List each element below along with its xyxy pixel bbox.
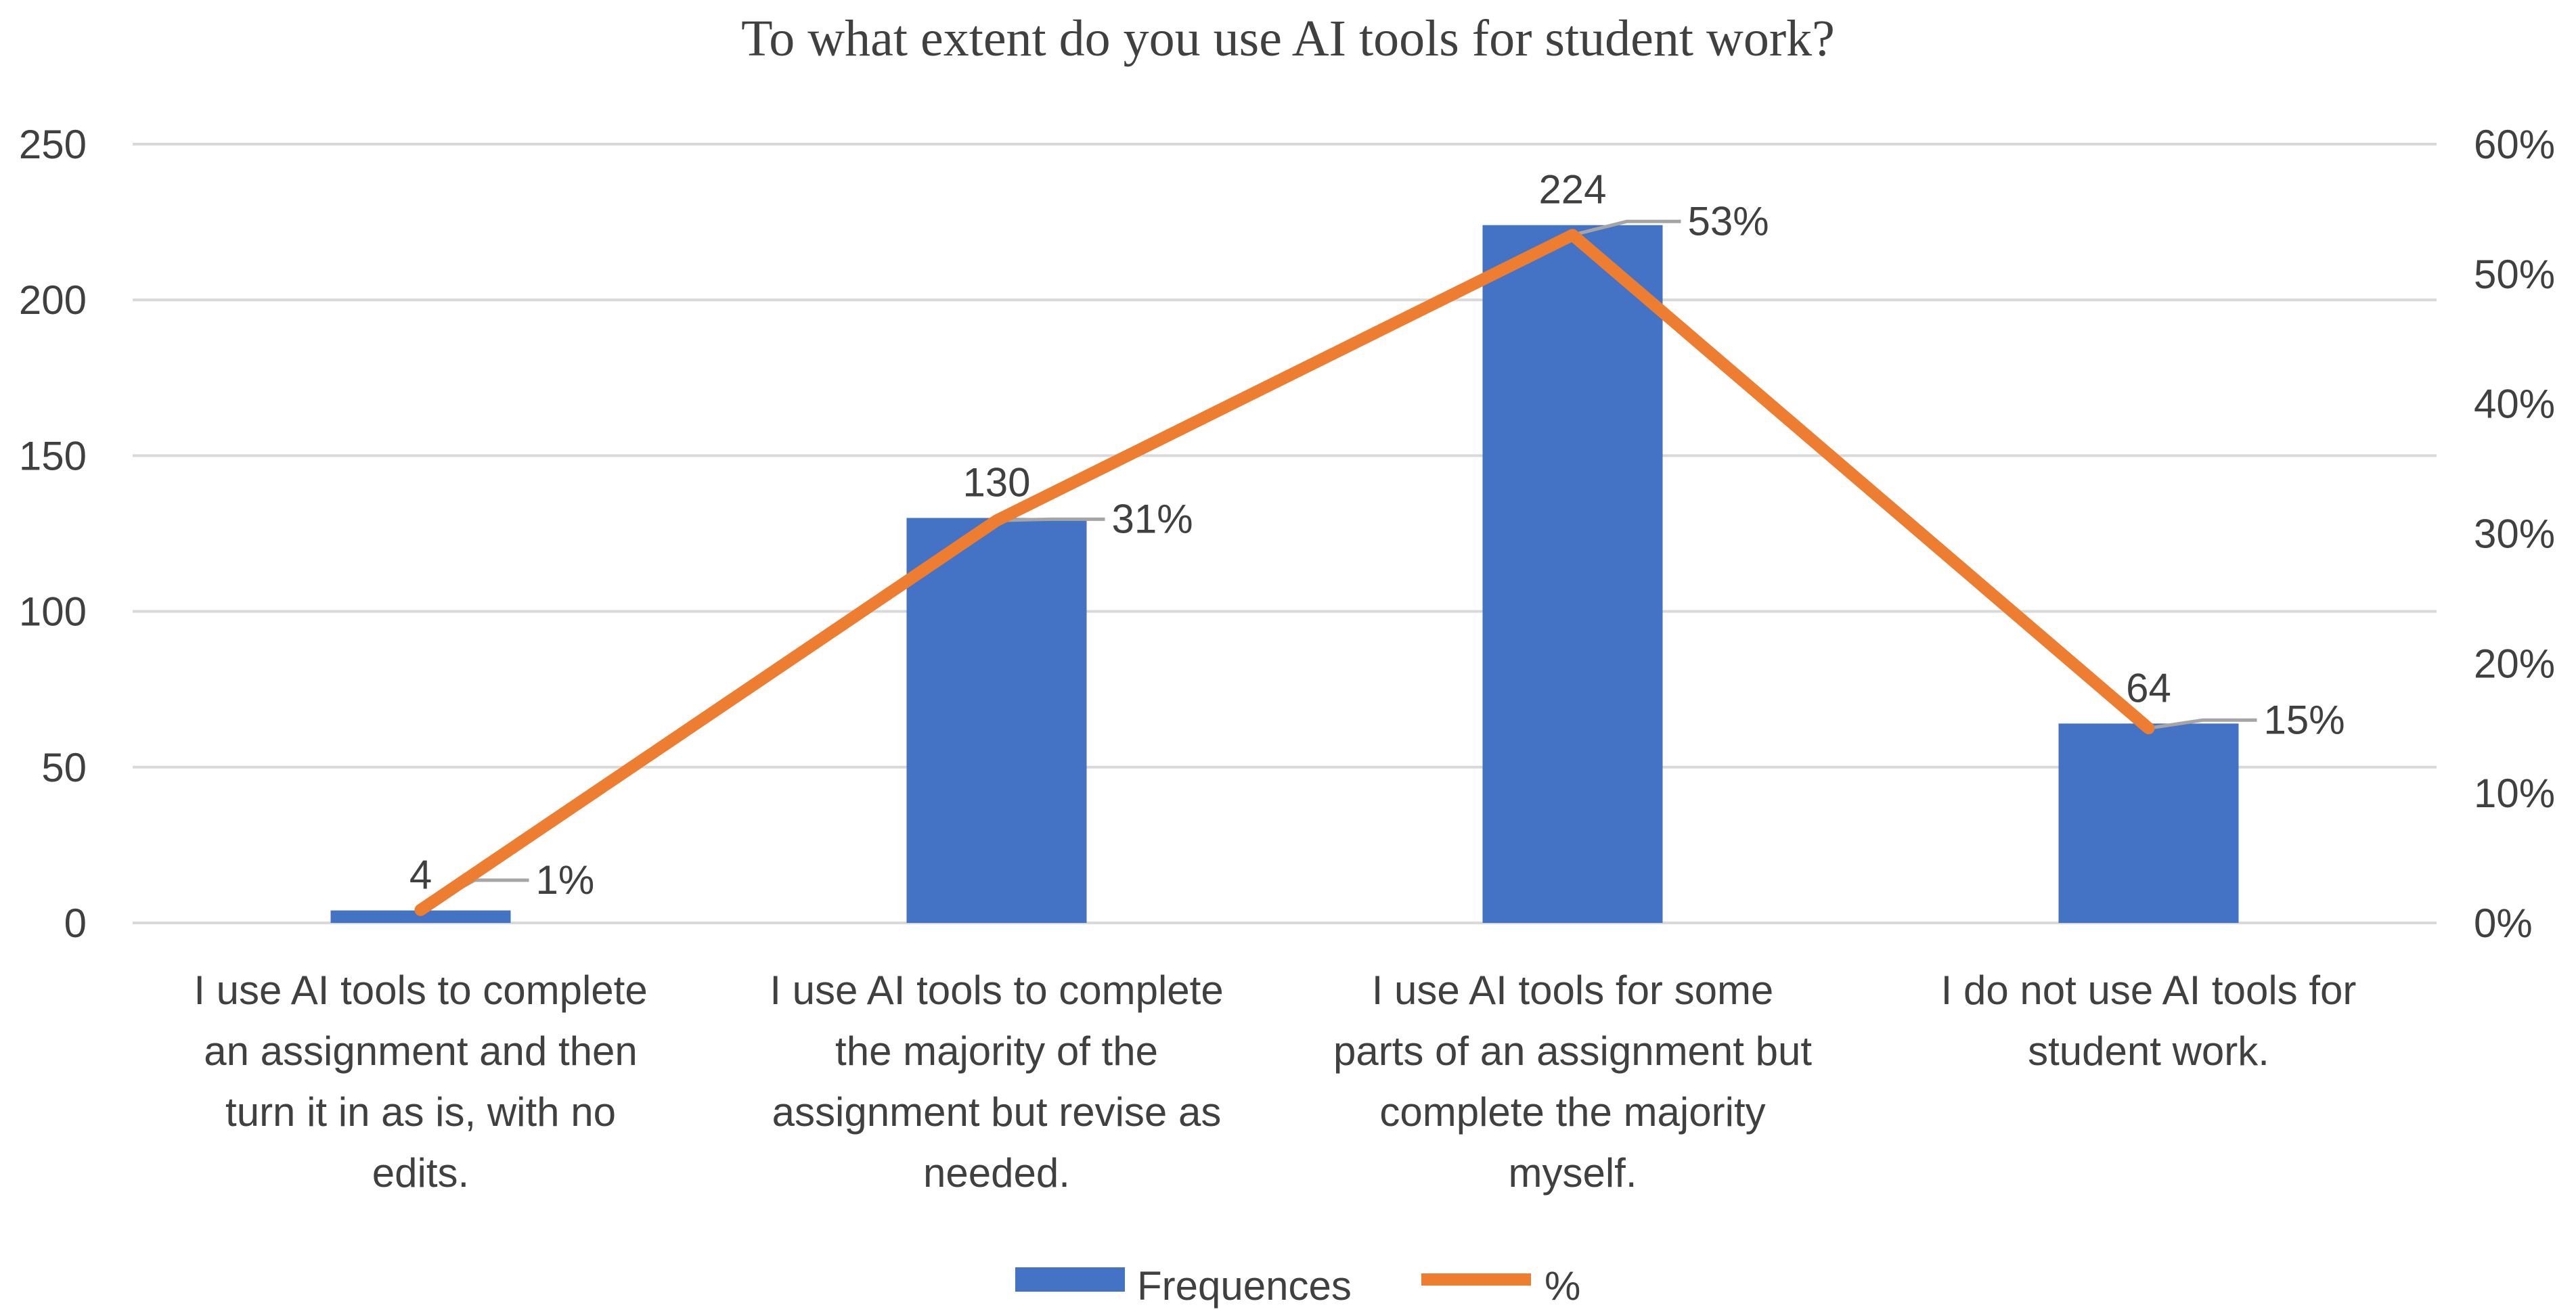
percent-label: 31% <box>1112 496 1193 541</box>
percent-line <box>414 229 2155 916</box>
leader-line <box>996 517 1105 522</box>
bar-value-label: 64 <box>2126 665 2171 710</box>
bar-value-label: 224 <box>1538 167 1606 212</box>
leader-lines <box>420 219 2257 912</box>
left-axis: 0 50 100 150 200 250 <box>19 122 87 946</box>
right-tick-label: 30% <box>2474 512 2555 557</box>
left-tick-label: 100 <box>19 589 87 635</box>
chart-title: To what extent do you use AI tools for s… <box>741 10 1835 67</box>
left-tick-label: 150 <box>19 433 87 478</box>
bar-series <box>330 225 2239 924</box>
bar-value-label: 4 <box>409 853 432 898</box>
gridlines <box>133 143 2437 924</box>
right-axis: 0% 10% 20% 30% 40% 50% 60% <box>2474 122 2555 946</box>
percent-label: 53% <box>1688 198 1769 244</box>
right-tick-label: 40% <box>2474 382 2555 427</box>
right-tick-label: 10% <box>2474 771 2555 816</box>
category-label: I use AI tools to complete an assignment … <box>194 968 647 1196</box>
legend-bar-swatch <box>1015 1267 1125 1292</box>
left-tick-label: 50 <box>41 745 87 790</box>
legend-bar-label: Frequences <box>1137 1263 1352 1309</box>
category-label: I do not use AI tools for student work. <box>1941 968 2357 1074</box>
category-label: I use AI tools to complete the majority o… <box>770 968 1223 1196</box>
leader-line <box>2148 718 2257 730</box>
right-tick-label: 50% <box>2474 252 2555 297</box>
legend: Frequences% <box>1015 1263 1580 1309</box>
data-labels: 4 130 224 64 1% 31% 53% 15% <box>409 167 2345 903</box>
leader-line <box>1572 219 1681 237</box>
legend-line-label: % <box>1545 1263 1580 1309</box>
left-tick-label: 250 <box>19 122 87 167</box>
bar <box>1482 225 1663 924</box>
left-tick-label: 0 <box>64 901 87 946</box>
bar <box>2058 723 2239 923</box>
bar <box>330 910 511 923</box>
left-tick-label: 200 <box>19 277 87 323</box>
category-axis: I use AI tools to complete an assignment … <box>194 968 2356 1196</box>
bar <box>906 518 1087 923</box>
right-tick-label: 0% <box>2474 901 2533 946</box>
line-series <box>414 229 2155 916</box>
bar-value-label: 130 <box>962 459 1030 505</box>
percent-label: 1% <box>536 857 595 903</box>
category-label: I use AI tools for some parts of an assig… <box>1333 968 1812 1196</box>
right-tick-label: 60% <box>2474 122 2555 167</box>
right-tick-label: 20% <box>2474 641 2555 686</box>
percent-label: 15% <box>2264 697 2345 742</box>
